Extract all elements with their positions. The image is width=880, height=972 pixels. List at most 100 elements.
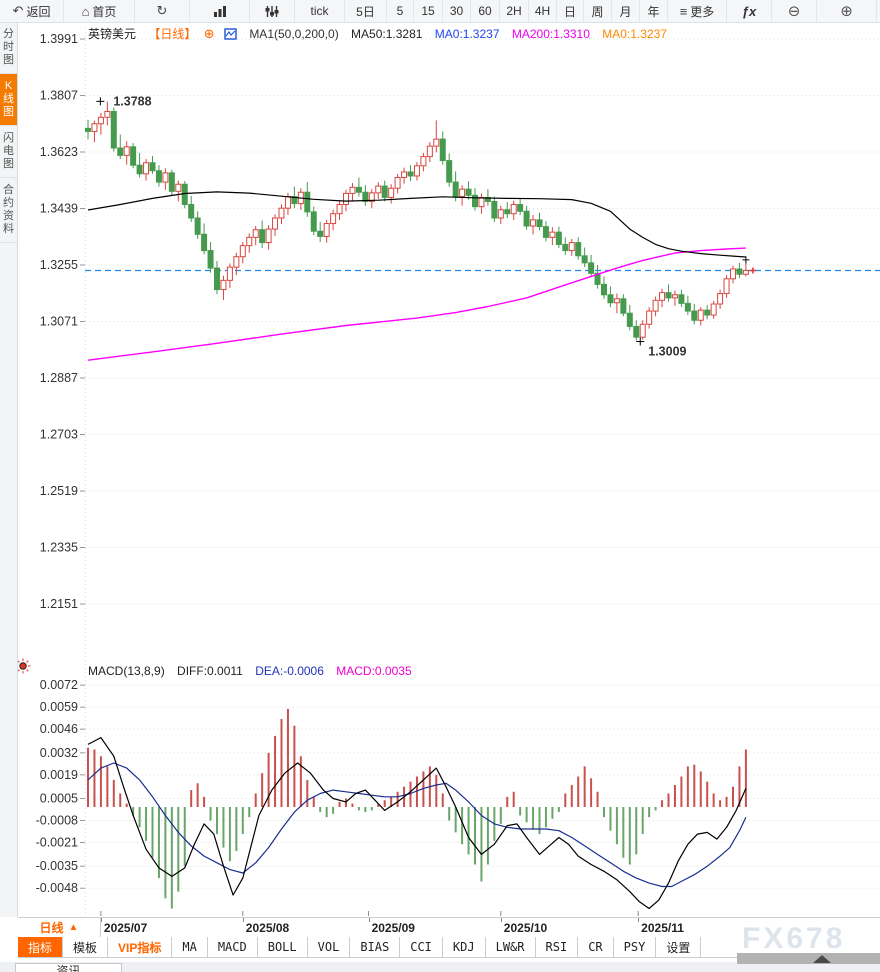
candle-body [104, 110, 111, 118]
home-button[interactable]: ⌂ 首页 [64, 0, 135, 22]
period-5day-button-label: 5日 [356, 4, 375, 19]
tab-news[interactable]: 资讯 [15, 963, 122, 972]
candle-body [291, 196, 298, 205]
candle-body [671, 294, 678, 299]
back-button[interactable]: ↶ 返回 [0, 0, 64, 22]
period-4h-button[interactable]: 4H [529, 0, 557, 22]
candle-body [420, 156, 427, 167]
tab-bias[interactable]: BIAS [350, 937, 401, 957]
candle-body [517, 204, 524, 212]
ma200-value: MA200:1.3310 [511, 27, 590, 41]
tab-templates[interactable]: 模板 [63, 937, 109, 957]
ma0-value-blue: MA0:1.3237 [434, 27, 500, 41]
home-button-label: 首页 [92, 4, 117, 19]
sidebar-item-contract-info[interactable]: 合约资料 [0, 178, 17, 243]
refresh-button[interactable]: ↻ [135, 0, 190, 22]
period-day-button[interactable]: 日 [557, 0, 584, 22]
tab-vip-indicators[interactable]: VIP指标 [108, 937, 173, 957]
candle-body [168, 172, 175, 192]
tab-ma[interactable]: MA [172, 937, 208, 957]
left-sidebar: 分时图 K线图 闪电图 合约资料 [0, 22, 18, 917]
x-axis-tick [100, 918, 102, 922]
chart-style-button[interactable] [190, 0, 250, 22]
zoom-in-button[interactable]: ⊕ [817, 0, 877, 22]
tab-settings[interactable]: 设置 [656, 937, 702, 957]
tab-vol[interactable]: VOL [308, 937, 351, 957]
sidebar-item-kline-chart[interactable]: K线图 [0, 74, 17, 126]
scroll-up-arrow-icon[interactable] [813, 955, 831, 963]
sidebar-item-time-chart[interactable]: 分时图 [0, 22, 17, 74]
tab-psy[interactable]: PSY [614, 937, 657, 957]
dea-line [87, 762, 747, 888]
fx-button[interactable]: ƒx [727, 0, 772, 22]
candle-body [407, 171, 414, 177]
candle-body [704, 309, 711, 316]
candle-body [439, 138, 446, 162]
tab-rsi[interactable]: RSI [536, 937, 579, 957]
add-indicator-icon[interactable]: ⊕ [203, 26, 215, 41]
period-5day-button[interactable]: 5日 [345, 0, 387, 22]
back-button-label: 返回 [26, 4, 51, 19]
more-button[interactable]: ≡ 更多 [668, 0, 727, 22]
macd-legend: MACD(13,8,9) DIFF:0.0011 DEA:-0.0006 MAC… [88, 664, 421, 678]
y-axis-label: 1.3623 [40, 145, 78, 159]
low-annotation: 1.3009 [648, 345, 686, 359]
period-selector[interactable]: 日线 ▲ [18, 918, 101, 937]
y-axis-label: -0.0021 [36, 836, 78, 850]
candle-body [355, 186, 362, 193]
x-axis-label: 2025/07 [103, 921, 148, 935]
home-icon: ⌂ [81, 3, 90, 19]
candle-body [413, 165, 420, 177]
period-30-button[interactable]: 30 [443, 0, 471, 22]
candle-body [452, 181, 459, 198]
period-60-button[interactable]: 60 [471, 0, 500, 22]
candle-body [678, 294, 685, 304]
candle-body [239, 245, 246, 258]
tab-kdj[interactable]: KDJ [443, 937, 486, 957]
candle-body [523, 210, 530, 227]
candle-body [497, 209, 504, 219]
candle-body [214, 267, 220, 291]
period-5-button[interactable]: 5 [387, 0, 414, 22]
tab-indicators[interactable]: 指标 [18, 937, 64, 957]
candle-body [691, 310, 698, 321]
period-week-button[interactable]: 周 [584, 0, 612, 22]
x-axis-label: 2025/11 [641, 921, 684, 935]
kline-style-icon[interactable] [224, 28, 237, 43]
x-axis-label: 2025/08 [245, 921, 290, 935]
period-15-button[interactable]: 15 [414, 0, 443, 22]
sidebar-item-lightning-chart[interactable]: 闪电图 [0, 126, 17, 178]
period-week-button-label: 周 [591, 4, 604, 19]
candle-body [375, 185, 382, 194]
candle-body [130, 146, 137, 166]
candle-body [588, 262, 595, 274]
horizontal-scrollbar[interactable] [737, 953, 880, 964]
watermark: FX678 [742, 922, 846, 955]
indicator-params-button[interactable] [250, 0, 295, 22]
y-axis-label: 0.0072 [40, 678, 78, 692]
zoom-out-button[interactable]: ⊖ [772, 0, 817, 22]
candle-body [85, 127, 91, 132]
x-axis-tick [638, 918, 640, 922]
tab-lwr[interactable]: LW&R [486, 937, 536, 957]
tab-cr[interactable]: CR [578, 937, 614, 957]
indicator-tabbar: 指标 模板 VIP指标 MA MACD BOLL VOL BIAS CCI KDJ LW&R RSI C… [18, 937, 880, 958]
ma200-line [87, 247, 746, 361]
tab-macd[interactable]: MACD [208, 937, 258, 957]
period-tick-button[interactable]: tick [295, 0, 345, 22]
y-axis-label: 1.2519 [40, 484, 78, 498]
candle-body [484, 196, 491, 202]
period-year-button[interactable]: 年 [640, 0, 668, 22]
period-2h-button[interactable]: 2H [500, 0, 529, 22]
tab-boll[interactable]: BOLL [258, 937, 308, 957]
tab-cci[interactable]: CCI [400, 937, 443, 957]
period-month-button[interactable]: 月 [612, 0, 640, 22]
more-button-label: 更多 [690, 4, 715, 19]
zoom-in-icon: ⊕ [840, 3, 853, 20]
top-toolbar: ↶ 返回 ⌂ 首页 ↻ tick 5日 5 15 30 60 2H 4H 日周月年 ≡ 更多 ƒx ⊖ ⊕ [0, 0, 880, 23]
candle-body [730, 268, 736, 280]
bottom-strip: 资讯 [0, 962, 880, 972]
y-axis-label: 1.3255 [40, 258, 78, 272]
high-annotation: 1.3788 [113, 94, 151, 108]
